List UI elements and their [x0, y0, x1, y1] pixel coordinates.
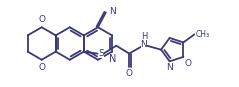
Text: O: O [126, 69, 133, 78]
Text: N: N [109, 7, 115, 16]
Text: CH₃: CH₃ [196, 30, 210, 39]
Text: S: S [99, 49, 104, 58]
Text: N: N [109, 54, 117, 64]
Text: O: O [184, 59, 191, 68]
Text: O: O [38, 63, 45, 72]
Text: H: H [141, 32, 147, 41]
Text: O: O [38, 15, 45, 24]
Text: N: N [141, 40, 147, 49]
Text: N: N [166, 63, 173, 72]
